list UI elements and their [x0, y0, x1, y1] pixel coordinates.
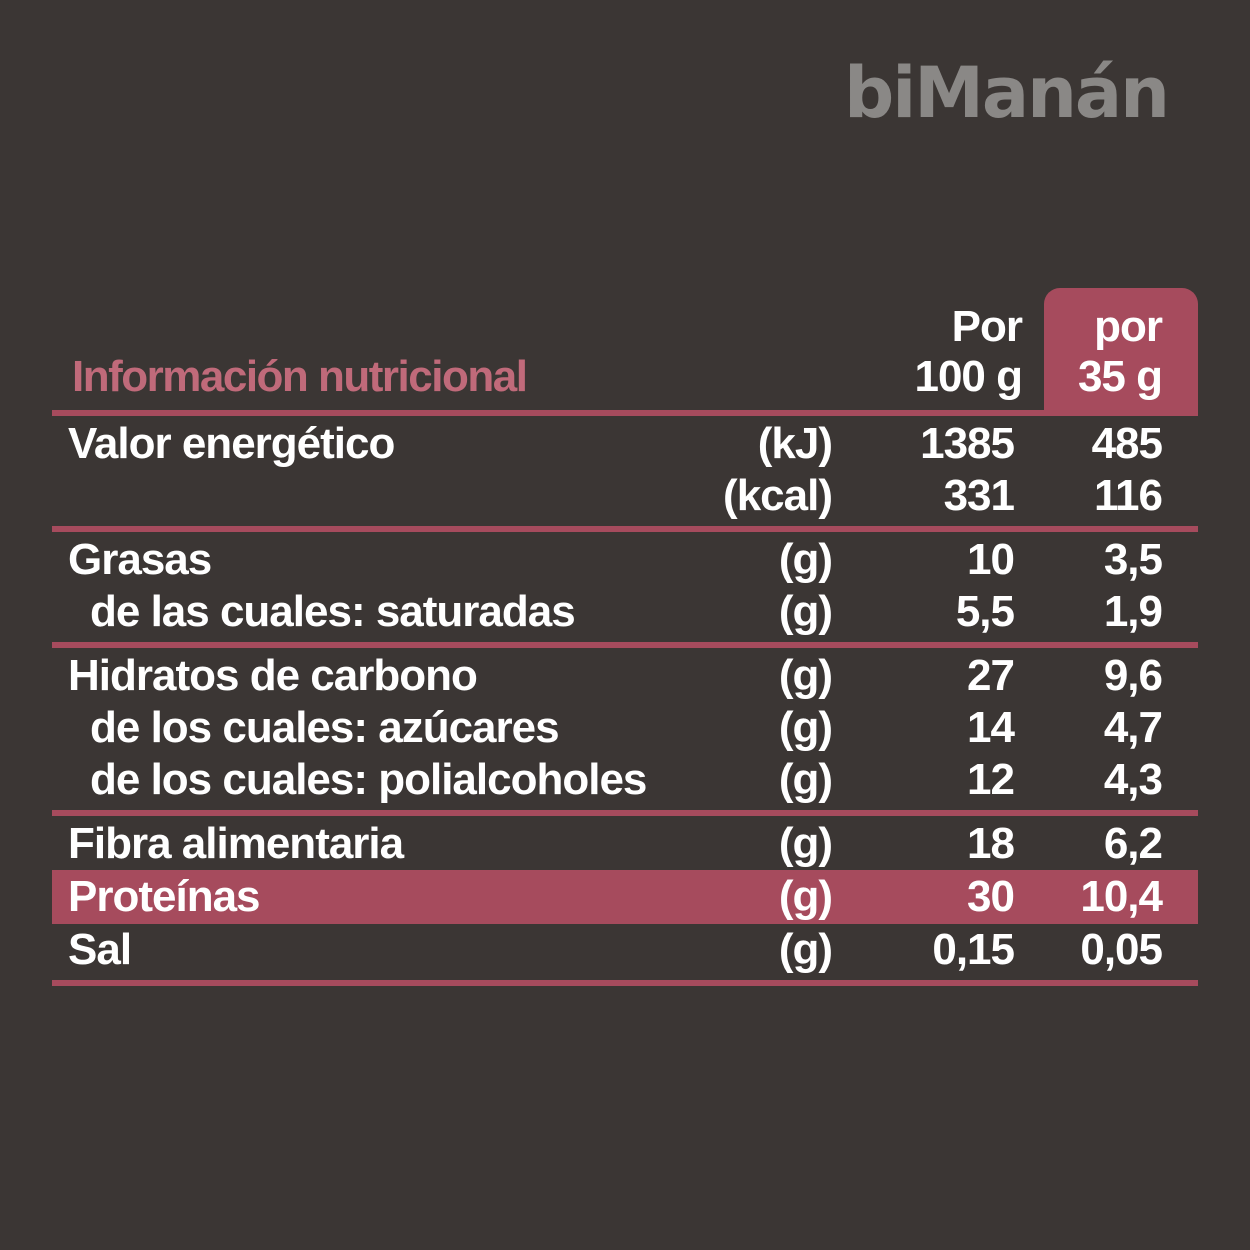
row-value-35g: 485: [1091, 419, 1163, 468]
row-value-100g: 14: [967, 703, 1015, 752]
row-label: Hidratos de carbono: [68, 651, 478, 700]
table-row-highlighted: Proteínas (g) 30 10,4: [52, 870, 1198, 924]
row-unit: (g): [778, 872, 833, 921]
row-unit: (kJ): [757, 419, 833, 468]
header-per-100g-line2: 100 g: [914, 352, 1023, 401]
row-value-35g: 10,4: [1080, 872, 1163, 921]
row-unit: (g): [778, 535, 833, 584]
row-unit: (g): [778, 819, 833, 868]
row-label: de los cuales: azúcares: [90, 703, 560, 752]
table-row: Hidratos de carbono (g) 27 9,6: [52, 650, 1198, 702]
row-label: de los cuales: polialcoholes: [90, 755, 647, 804]
row-value-35g: 3,5: [1103, 535, 1163, 584]
header-per-35g: por 35 g: [1044, 288, 1198, 410]
divider: [52, 410, 1198, 416]
row-value-100g: 27: [967, 651, 1015, 700]
divider: [52, 810, 1198, 816]
row-label: de las cuales: saturadas: [90, 587, 576, 636]
row-value-100g: 331: [943, 471, 1015, 520]
row-value-35g: 9,6: [1103, 651, 1163, 700]
row-label: Sal: [68, 925, 132, 974]
header-per-35g-line2: 35 g: [1077, 352, 1163, 401]
group-other: Fibra alimentaria (g) 18 6,2 Proteínas (…: [52, 816, 1198, 980]
row-label: Fibra alimentaria: [68, 819, 404, 868]
group-energy: Valor energético (kJ) 1385 485 (kcal) 33…: [52, 416, 1198, 526]
row-value-100g: 5,5: [955, 587, 1015, 636]
row-value-35g: 4,3: [1103, 755, 1163, 804]
row-label: Valor energético: [68, 419, 395, 468]
row-label: Proteínas: [68, 872, 261, 921]
divider: [52, 642, 1198, 648]
divider: [52, 526, 1198, 532]
header-per-35g-line1: por: [1094, 302, 1163, 351]
header-per-100g-line1: Por: [951, 302, 1023, 351]
row-value-35g: 116: [1094, 471, 1163, 520]
header-per-100g: Por 100 g: [862, 302, 1023, 402]
table-row: Sal (g) 0,15 0,05: [52, 924, 1198, 976]
table-row: Grasas (g) 10 3,5: [52, 534, 1198, 586]
table-row: (kcal) 331 116: [52, 470, 1198, 522]
table-row: Valor energético (kJ) 1385 485: [52, 418, 1198, 470]
table-row: de los cuales: azúcares (g) 14 4,7: [52, 702, 1198, 754]
row-unit: (g): [778, 925, 833, 974]
table-row: de las cuales: saturadas (g) 5,5 1,9: [52, 586, 1198, 638]
row-value-100g: 10: [967, 535, 1015, 584]
row-unit: (g): [778, 755, 833, 804]
row-value-100g: 0,15: [932, 925, 1015, 974]
row-value-35g: 0,05: [1080, 925, 1163, 974]
divider: [52, 980, 1198, 986]
group-carbohydrates: Hidratos de carbono (g) 27 9,6 de los cu…: [52, 648, 1198, 810]
row-unit: (g): [778, 703, 833, 752]
table-header: Información nutricional Por 100 g por 35…: [52, 288, 1198, 410]
row-value-100g: 12: [967, 755, 1015, 804]
row-value-35g: 1,9: [1103, 587, 1163, 636]
nutrition-table: Información nutricional Por 100 g por 35…: [52, 288, 1198, 986]
row-value-100g: 1385: [920, 419, 1015, 468]
group-fats: Grasas (g) 10 3,5 de las cuales: saturad…: [52, 532, 1198, 642]
row-unit: (kcal): [723, 471, 833, 520]
row-value-100g: 18: [967, 819, 1015, 868]
row-unit: (g): [778, 651, 833, 700]
table-row: Fibra alimentaria (g) 18 6,2: [52, 818, 1198, 870]
table-title: Información nutricional: [72, 352, 528, 401]
row-value-35g: 6,2: [1103, 819, 1163, 868]
row-unit: (g): [778, 587, 833, 636]
row-value-35g: 4,7: [1103, 703, 1163, 752]
row-value-100g: 30: [967, 872, 1015, 921]
table-row: de los cuales: polialcoholes (g) 12 4,3: [52, 754, 1198, 806]
brand-logo: biManán: [844, 52, 1170, 134]
row-label: Grasas: [68, 535, 212, 584]
